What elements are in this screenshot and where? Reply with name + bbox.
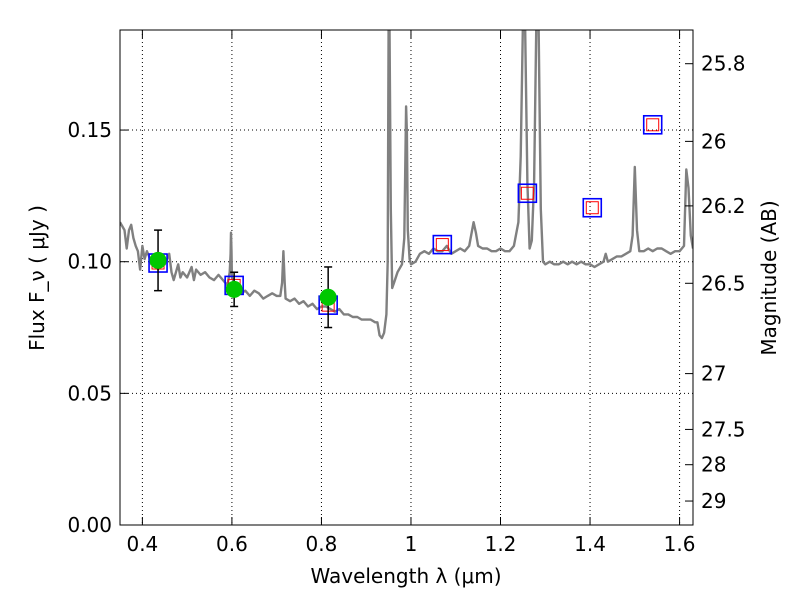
y2-tick-label: 25.8 (701, 52, 746, 76)
model-point-inner (646, 118, 660, 132)
plot-frame (119, 29, 694, 526)
model-point-inner (520, 186, 534, 200)
y-tick-label: 0.00 (67, 513, 112, 537)
y2-tick-label: 28 (701, 453, 726, 477)
observed-point (225, 280, 243, 298)
observed-photometry (149, 251, 337, 306)
template-spectrum (120, 30, 693, 340)
y2-tick-label: 27.5 (701, 417, 746, 441)
x-axis-title: Wavelength λ (μm) (310, 564, 501, 588)
model-point-box (642, 114, 663, 135)
y-axis-title: Flux F_ν ( μJy ) (25, 205, 49, 351)
y-tick-label: 0.15 (67, 118, 112, 142)
y2-tick-label: 26.5 (701, 271, 746, 295)
model-point-inner (435, 238, 449, 252)
x-tick-label: 0.8 (306, 532, 338, 556)
model-point-box (432, 234, 453, 255)
x-tick-label: 1.4 (574, 532, 606, 556)
y2-tick-label: 26.2 (701, 194, 746, 218)
axis-ticks: 0.4 0.6 0.8 1 1.2 1.4 1.6 0.00 0.05 0.10 0.15 25.8 2… (67, 30, 746, 556)
y2-tick-label: 26 (701, 129, 726, 153)
x-tick-label: 0.6 (216, 532, 248, 556)
grid-lines (120, 30, 693, 525)
y2-tick-label: 27 (701, 362, 726, 386)
y2-tick-label: 29 (701, 489, 726, 513)
template-spectrum-line (120, 30, 693, 340)
model-point-inner (585, 201, 599, 215)
x-tick-label: 1.6 (664, 532, 696, 556)
x-tick-label: 0.4 (126, 532, 158, 556)
observed-point (319, 288, 337, 306)
observed-point (149, 251, 167, 269)
x-tick-label: 1 (405, 532, 418, 556)
y-tick-label: 0.05 (67, 381, 112, 405)
model-point-box (517, 183, 538, 204)
y2-axis-title: Magnitude (AB) (757, 200, 781, 355)
x-tick-label: 1.2 (485, 532, 517, 556)
y-tick-label: 0.10 (67, 250, 112, 274)
model-point-box (582, 197, 603, 218)
